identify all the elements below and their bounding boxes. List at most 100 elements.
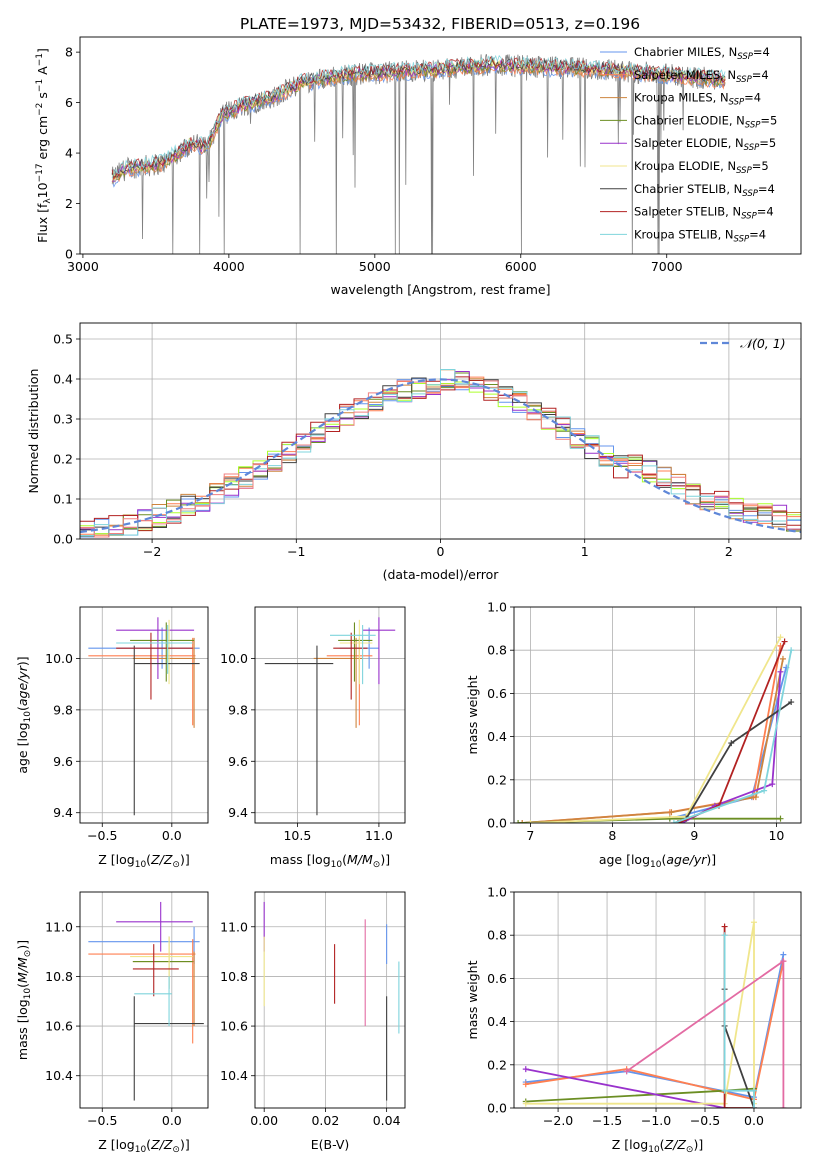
y-tick-label: 2 <box>65 196 73 211</box>
weight-marker <box>721 923 728 930</box>
axes-frame <box>79 322 802 540</box>
y-tick-label: 0.6 <box>487 971 507 986</box>
histograms <box>80 369 801 538</box>
y-tick-label: 10.0 <box>45 651 73 666</box>
legend-entry: Chabrier ELODIE, NSSP=5 <box>634 113 777 130</box>
x-axis-label: Z [log10(Z/Z⊙)] <box>612 1137 703 1155</box>
x-tick-label: 0.04 <box>373 1113 401 1128</box>
weight-marker <box>750 1105 757 1108</box>
weight-marker <box>780 958 787 965</box>
weight-marker <box>780 951 787 958</box>
legend-entry: Chabrier MILES, NSSP=4 <box>634 45 770 62</box>
weight-marker <box>519 820 526 823</box>
x-tick-label: −2.0 <box>543 1113 573 1128</box>
y-tick-label: 9.6 <box>53 754 73 769</box>
x-tick-label: −0.5 <box>87 1113 117 1128</box>
x-tick-label: −2 <box>143 544 161 559</box>
x-tick-label: −0.5 <box>690 1113 720 1128</box>
y-axis-label: mass [log10(M/M⊙)] <box>15 940 33 1060</box>
weight-marker <box>788 699 795 706</box>
x-tick-label: 11.0 <box>365 828 393 843</box>
x-tick-label: 1 <box>581 544 589 559</box>
legend-entry: Salpeter ELODIE, NSSP=5 <box>634 136 776 153</box>
x-axis-label: wavelength [Angstrom, rest frame] <box>330 282 550 297</box>
y-tick-label: 10.8 <box>45 969 73 984</box>
weight-line-2 <box>522 658 784 823</box>
x-tick-label: 6000 <box>505 259 537 274</box>
y-axis-label: Flux [fλ10−17 erg cm−2 s−1 A−1] <box>35 48 53 243</box>
y-tick-label: 0.0 <box>487 1101 507 1116</box>
weight-marker <box>777 634 784 641</box>
y-tick-label: 4 <box>65 146 73 161</box>
legend-entry: Kroupa STELIB, NSSP=4 <box>634 227 766 244</box>
weight-marker <box>670 820 677 823</box>
weight-marker <box>728 740 735 747</box>
figure-title: PLATE=1973, MJD=53432, FIBERID=0513, z=0… <box>240 15 640 33</box>
x-tick-label: 5000 <box>359 259 391 274</box>
y-tick-label: 10.4 <box>45 1068 73 1083</box>
y-tick-label: 0.4 <box>487 1014 507 1029</box>
y-tick-label: 0.2 <box>487 772 507 787</box>
y-tick-label: 10.0 <box>220 651 248 666</box>
x-tick-label: −1.5 <box>592 1113 622 1128</box>
legend-entry: Kroupa ELODIE, NSSP=5 <box>634 159 769 176</box>
y-tick-label: 1.0 <box>487 600 507 615</box>
x-tick-label: 4000 <box>213 259 245 274</box>
y-tick-label: 9.4 <box>228 805 248 820</box>
weight-line-4 <box>525 922 755 1105</box>
weight-marker <box>779 655 786 662</box>
model-spectrum-8 <box>111 54 726 179</box>
x-axis-label: mass [log10(M/M⊙)] <box>270 852 390 870</box>
errorbars-mass_vs_ebv <box>263 901 400 1101</box>
x-axis-label: Z [log10(Z/Z⊙)] <box>98 1137 189 1155</box>
x-tick-label: 10.5 <box>283 828 311 843</box>
weight-marker <box>522 1081 529 1088</box>
x-tick-label: −0.5 <box>87 828 117 843</box>
x-tick-label: 0 <box>437 544 445 559</box>
weight-marker <box>750 1087 757 1094</box>
axes-age_vs_mass: 10.5 11.0 9.4 9.6 9.8 10.0 <box>220 607 405 843</box>
errorbars-age_vs_Z <box>88 617 200 816</box>
x-tick-label: 0.0 <box>162 1113 182 1128</box>
y-axis-label: Normed distribution <box>26 369 41 494</box>
weight-marker <box>780 1105 787 1108</box>
y-tick-label: 0.5 <box>53 332 73 347</box>
x-tick-label: −1 <box>287 544 305 559</box>
axes-frame <box>254 891 406 1109</box>
model-spectrum-6 <box>111 55 726 178</box>
weight-marker <box>750 919 757 926</box>
histogram-step-8 <box>80 369 801 536</box>
x-axis-label: (data-model)/error <box>383 567 500 582</box>
x-tick-label: 3000 <box>67 259 99 274</box>
x-tick-label: 8 <box>608 828 616 843</box>
x-tick-label: 0.0 <box>744 1113 764 1128</box>
y-axis-label: age [log10(age/yr)] <box>15 656 33 773</box>
weight-line-3 <box>525 1068 725 1108</box>
y-tick-label: 11.0 <box>220 919 248 934</box>
weight-line-1 <box>525 960 785 1101</box>
weight-line-0 <box>669 667 788 820</box>
weight-marker <box>623 1068 630 1075</box>
y-tick-label: 10.8 <box>220 969 248 984</box>
legend-entry: 𝒩(0, 1) <box>740 336 786 351</box>
y-tick-label: 0.0 <box>53 532 73 547</box>
x-tick-label: 7000 <box>651 259 683 274</box>
y-tick-label: 0.4 <box>487 729 507 744</box>
lines-massweight_vs_age <box>515 634 795 823</box>
y-tick-label: 9.4 <box>53 805 73 820</box>
y-tick-label: 0.6 <box>487 686 507 701</box>
axes-frame <box>254 606 406 824</box>
axes-frame <box>79 891 209 1109</box>
weight-marker <box>721 1087 728 1094</box>
weight-marker <box>522 1100 529 1107</box>
weight-marker <box>769 781 776 788</box>
legend-entry: Salpeter MILES, NSSP=4 <box>634 68 769 85</box>
y-tick-label: 9.8 <box>53 702 73 717</box>
y-tick-label: 1.0 <box>487 885 507 900</box>
x-axis-label: E(B-V) <box>311 1137 350 1152</box>
axes-frame <box>513 891 802 1109</box>
axes-age_vs_Z: −0.5 0.0 9.4 9.6 9.8 10.0 <box>45 607 208 843</box>
x-tick-label: −1.0 <box>641 1113 671 1128</box>
y-tick-label: 0.2 <box>53 452 73 467</box>
x-tick-label: 0.00 <box>250 1113 278 1128</box>
